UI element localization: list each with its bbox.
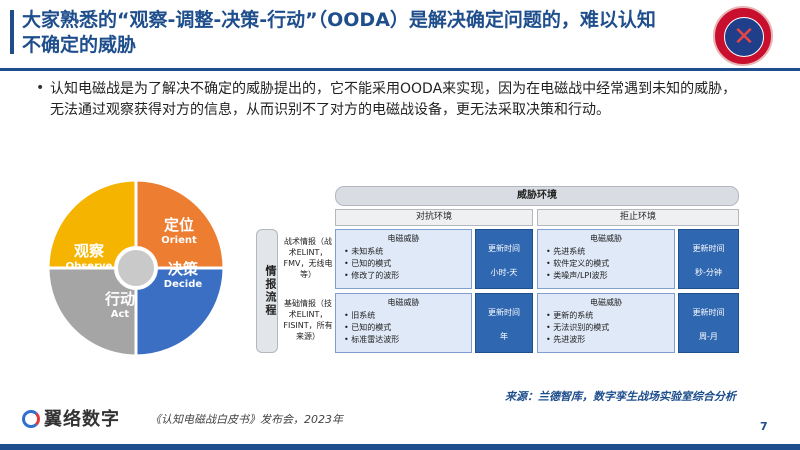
- slide-title: 大家熟悉的“观察-调整-决策-行动”（OODA）是解决确定问题的，难以认知不确定…: [22, 9, 656, 56]
- ooda-segment-decide: [134, 266, 226, 358]
- intel-label-tactical: 战术情报（战术ELINT，FMV，无线电等）: [283, 237, 333, 279]
- ooda-segment-act: [46, 266, 138, 358]
- ooda-segment-orient: [134, 178, 226, 270]
- title-bar: 大家熟悉的“观察-调整-决策-行动”（OODA）是解决确定问题的，难以认知不确定…: [0, 0, 800, 68]
- ooda-diagram: 定位 Orient 决策 Decide 行动 Act 观察 Observe: [46, 178, 226, 358]
- footer-event-text: 《认知电磁战白皮书》发布会，2023年: [150, 413, 343, 426]
- update-time-r1-c1: 更新时间 小时-天: [475, 229, 533, 289]
- title-accent: [10, 10, 14, 54]
- source-note: 来源：兰德智库，数字孪生战场实验室综合分析: [505, 390, 736, 403]
- bullet-icon: •: [36, 80, 45, 96]
- threat-cell-r2-c1: 电磁威胁 旧系统 已知的模式 标准雷达波形: [335, 293, 472, 353]
- emblem-icon: ✕: [713, 6, 773, 66]
- ooda-segment-observe: [46, 178, 138, 270]
- ooda-label-orient: 定位 Orient: [161, 216, 197, 246]
- intel-process-label: 情报流程: [256, 229, 278, 353]
- update-time-r1-c2: 更新时间 秒-分钟: [678, 229, 739, 289]
- ooda-label-observe: 观察 Observe: [65, 242, 113, 272]
- title-divider: [0, 68, 800, 71]
- update-time-r2-c1: 更新时间年: [475, 293, 533, 353]
- logo-icon: [22, 410, 40, 428]
- column-header-denied: 拒止环境: [537, 209, 739, 226]
- footer-logo: 翼络数字: [22, 405, 120, 431]
- column-header-contested: 对抗环境: [335, 209, 533, 226]
- threat-env-header: 威胁环境: [335, 186, 739, 206]
- bullet-text: 认知电磁战是为了解决不确定的威胁提出的，它不能采用OODA来实现，因为在电磁战中…: [50, 81, 737, 118]
- threat-cell-r1-c1: 电磁威胁 未知系统 已知的模式 修改了的波形: [335, 229, 472, 289]
- ooda-label-act: 行动 Act: [104, 290, 135, 320]
- page-number: 7: [760, 420, 768, 433]
- update-time-r2-c2: 更新时间 周-月: [678, 293, 739, 353]
- ooda-center-circle: [114, 246, 158, 290]
- intel-label-foundational: 基础情报（技术ELINT，FISINT，所有来源）: [283, 299, 333, 341]
- threat-cell-r1-c2: 电磁威胁 先进系统 软件定义的模式 类噪声/LPI波形: [537, 229, 675, 289]
- ooda-label-decide: 决策 Decide: [163, 260, 203, 290]
- bottom-rule: [0, 444, 800, 450]
- threat-cell-r2-c2: 电磁威胁 更新的系统 无法识别的模式 先进波形: [537, 293, 675, 353]
